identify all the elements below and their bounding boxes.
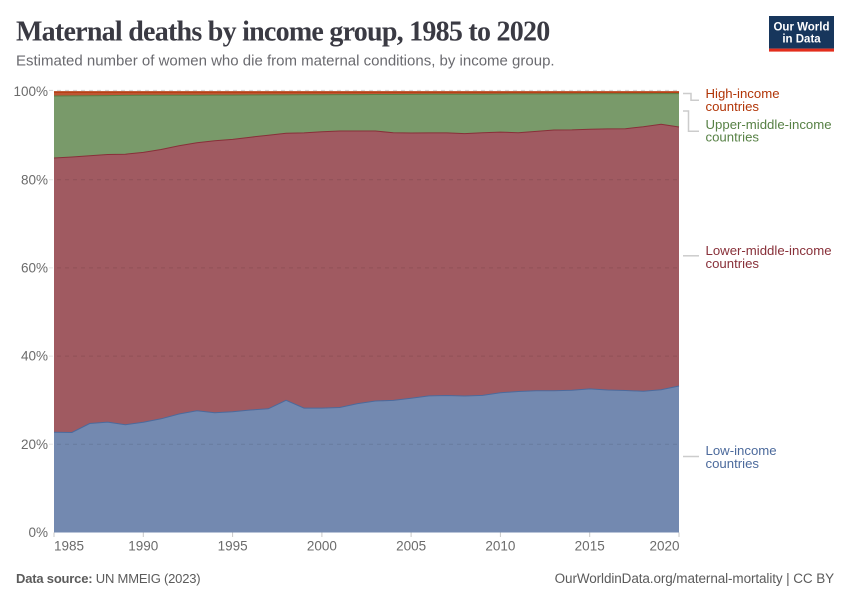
svg-text:2020: 2020 (649, 539, 679, 554)
svg-text:1990: 1990 (128, 539, 158, 554)
svg-text:0%: 0% (28, 525, 48, 540)
svg-text:in Data: in Data (782, 34, 821, 46)
svg-text:OurWorldinData.org/maternal-mo: OurWorldinData.org/maternal-mortality | … (555, 571, 834, 586)
svg-text:Maternal deaths by income grou: Maternal deaths by income group, 1985 to… (16, 17, 550, 48)
svg-text:Data source: UN MMEIG (2023): Data source: UN MMEIG (2023) (16, 571, 200, 586)
svg-text:80%: 80% (21, 172, 48, 187)
svg-text:60%: 60% (21, 261, 48, 276)
svg-text:1985: 1985 (54, 539, 84, 554)
svg-text:1995: 1995 (218, 539, 248, 554)
svg-text:20%: 20% (21, 437, 48, 452)
svg-text:2015: 2015 (575, 539, 605, 554)
svg-text:Estimated number of women who: Estimated number of women who die from m… (16, 53, 555, 70)
svg-text:2005: 2005 (396, 539, 426, 554)
svg-text:100%: 100% (13, 84, 48, 99)
svg-text:Our World: Our World (773, 21, 829, 33)
svg-text:2000: 2000 (307, 539, 337, 554)
svg-text:40%: 40% (21, 349, 48, 364)
svg-text:2010: 2010 (485, 539, 515, 554)
